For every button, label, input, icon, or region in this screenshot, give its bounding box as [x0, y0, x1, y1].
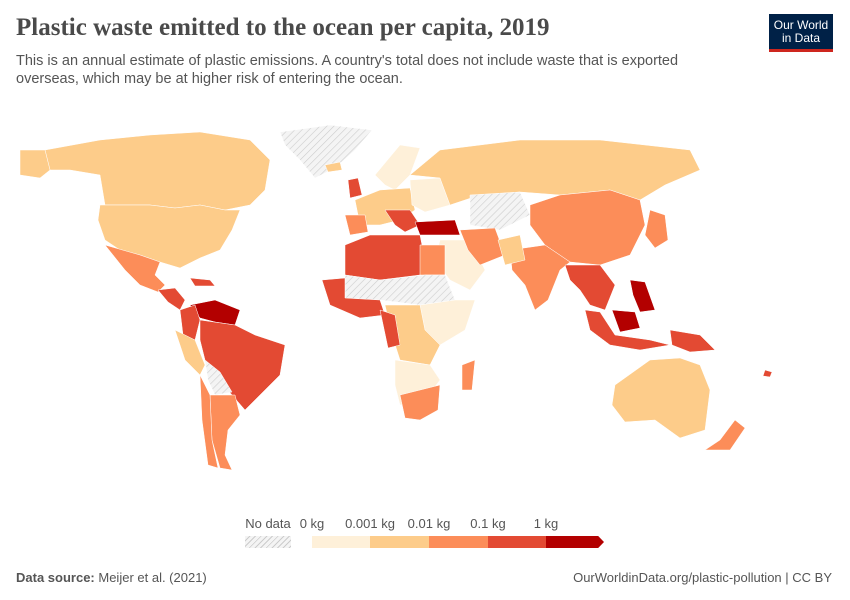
map-legend: No data 0 kg 0.001 kg 0.01 kg 0.1 kg 1 k…	[240, 516, 620, 556]
legend-tick-4: 1 kg	[533, 516, 559, 531]
north-africa[interactable]	[344, 234, 426, 281]
caribbean[interactable]	[189, 277, 216, 287]
russia[interactable]	[409, 139, 701, 206]
mexico[interactable]	[104, 244, 166, 293]
legend-tick-3: 0.1 kg	[470, 516, 506, 531]
legend-bin-2[interactable]	[429, 536, 488, 548]
new-zealand[interactable]	[704, 419, 746, 451]
legend-tick-0: 0 kg	[299, 516, 325, 531]
southeast-asia[interactable]	[564, 264, 616, 311]
legend-tick-1: 0.001 kg	[345, 516, 395, 531]
indonesia[interactable]	[584, 309, 671, 351]
uk-ireland[interactable]	[347, 177, 363, 199]
legend-bin-4[interactable]	[546, 536, 604, 548]
australia[interactable]	[611, 357, 711, 439]
legend-bin-1[interactable]	[370, 536, 429, 548]
greenland[interactable]	[279, 124, 373, 179]
borneo[interactable]	[611, 309, 641, 333]
logo-line-2: in Data	[781, 30, 821, 45]
turkey[interactable]	[414, 219, 461, 236]
argentina[interactable]	[209, 394, 241, 471]
west-africa[interactable]	[321, 277, 386, 319]
madagascar[interactable]	[461, 359, 476, 391]
usa[interactable]	[97, 204, 241, 269]
canada[interactable]	[44, 131, 271, 211]
pakistan[interactable]	[497, 234, 526, 266]
eastern-europe[interactable]	[409, 177, 451, 213]
url-license[interactable]: OurWorldinData.org/plastic-pollution | C…	[573, 570, 832, 585]
chart-subtitle: This is an annual estimate of plastic em…	[16, 53, 679, 87]
iran[interactable]	[459, 227, 506, 266]
logo-line-1: Our World	[773, 17, 829, 32]
japan-korea[interactable]	[644, 209, 669, 249]
congo-coast[interactable]	[379, 309, 401, 349]
legend-tick-2: 0.01 kg	[407, 516, 451, 531]
china[interactable]	[529, 189, 646, 266]
data-source-link[interactable]: Meijer et al. (2021)	[98, 570, 207, 585]
data-source-label: Data source:	[16, 570, 95, 585]
legend-bin-0[interactable]	[312, 536, 370, 548]
pacific-islands[interactable]	[762, 369, 773, 378]
south-africa[interactable]	[399, 384, 441, 421]
chart-title: Plastic waste emitted to the ocean per c…	[16, 14, 550, 41]
iberia[interactable]	[344, 214, 369, 236]
philippines[interactable]	[629, 279, 656, 313]
world-map	[19, 124, 773, 471]
italy-balkans[interactable]	[384, 209, 421, 233]
peru-ecuador[interactable]	[174, 329, 206, 376]
legend-bin-3[interactable]	[488, 536, 546, 548]
colombia[interactable]	[179, 304, 201, 341]
data-source: Data source: Meijer et al. (2021)	[16, 570, 207, 585]
legend-no-data-swatch[interactable]	[245, 536, 291, 548]
bolivia-paraguay[interactable]	[204, 359, 233, 396]
new-guinea[interactable]	[669, 329, 716, 353]
owid-logo[interactable]: Our World in Data	[769, 14, 833, 52]
central-america[interactable]	[157, 287, 186, 311]
brazil[interactable]	[199, 319, 286, 411]
central-asia[interactable]	[469, 191, 531, 231]
chile[interactable]	[199, 374, 219, 469]
india[interactable]	[509, 244, 571, 311]
legend-no-data-label: No data	[245, 516, 291, 531]
iceland[interactable]	[324, 161, 343, 173]
alaska[interactable]	[19, 149, 51, 179]
egypt[interactable]	[419, 244, 446, 276]
